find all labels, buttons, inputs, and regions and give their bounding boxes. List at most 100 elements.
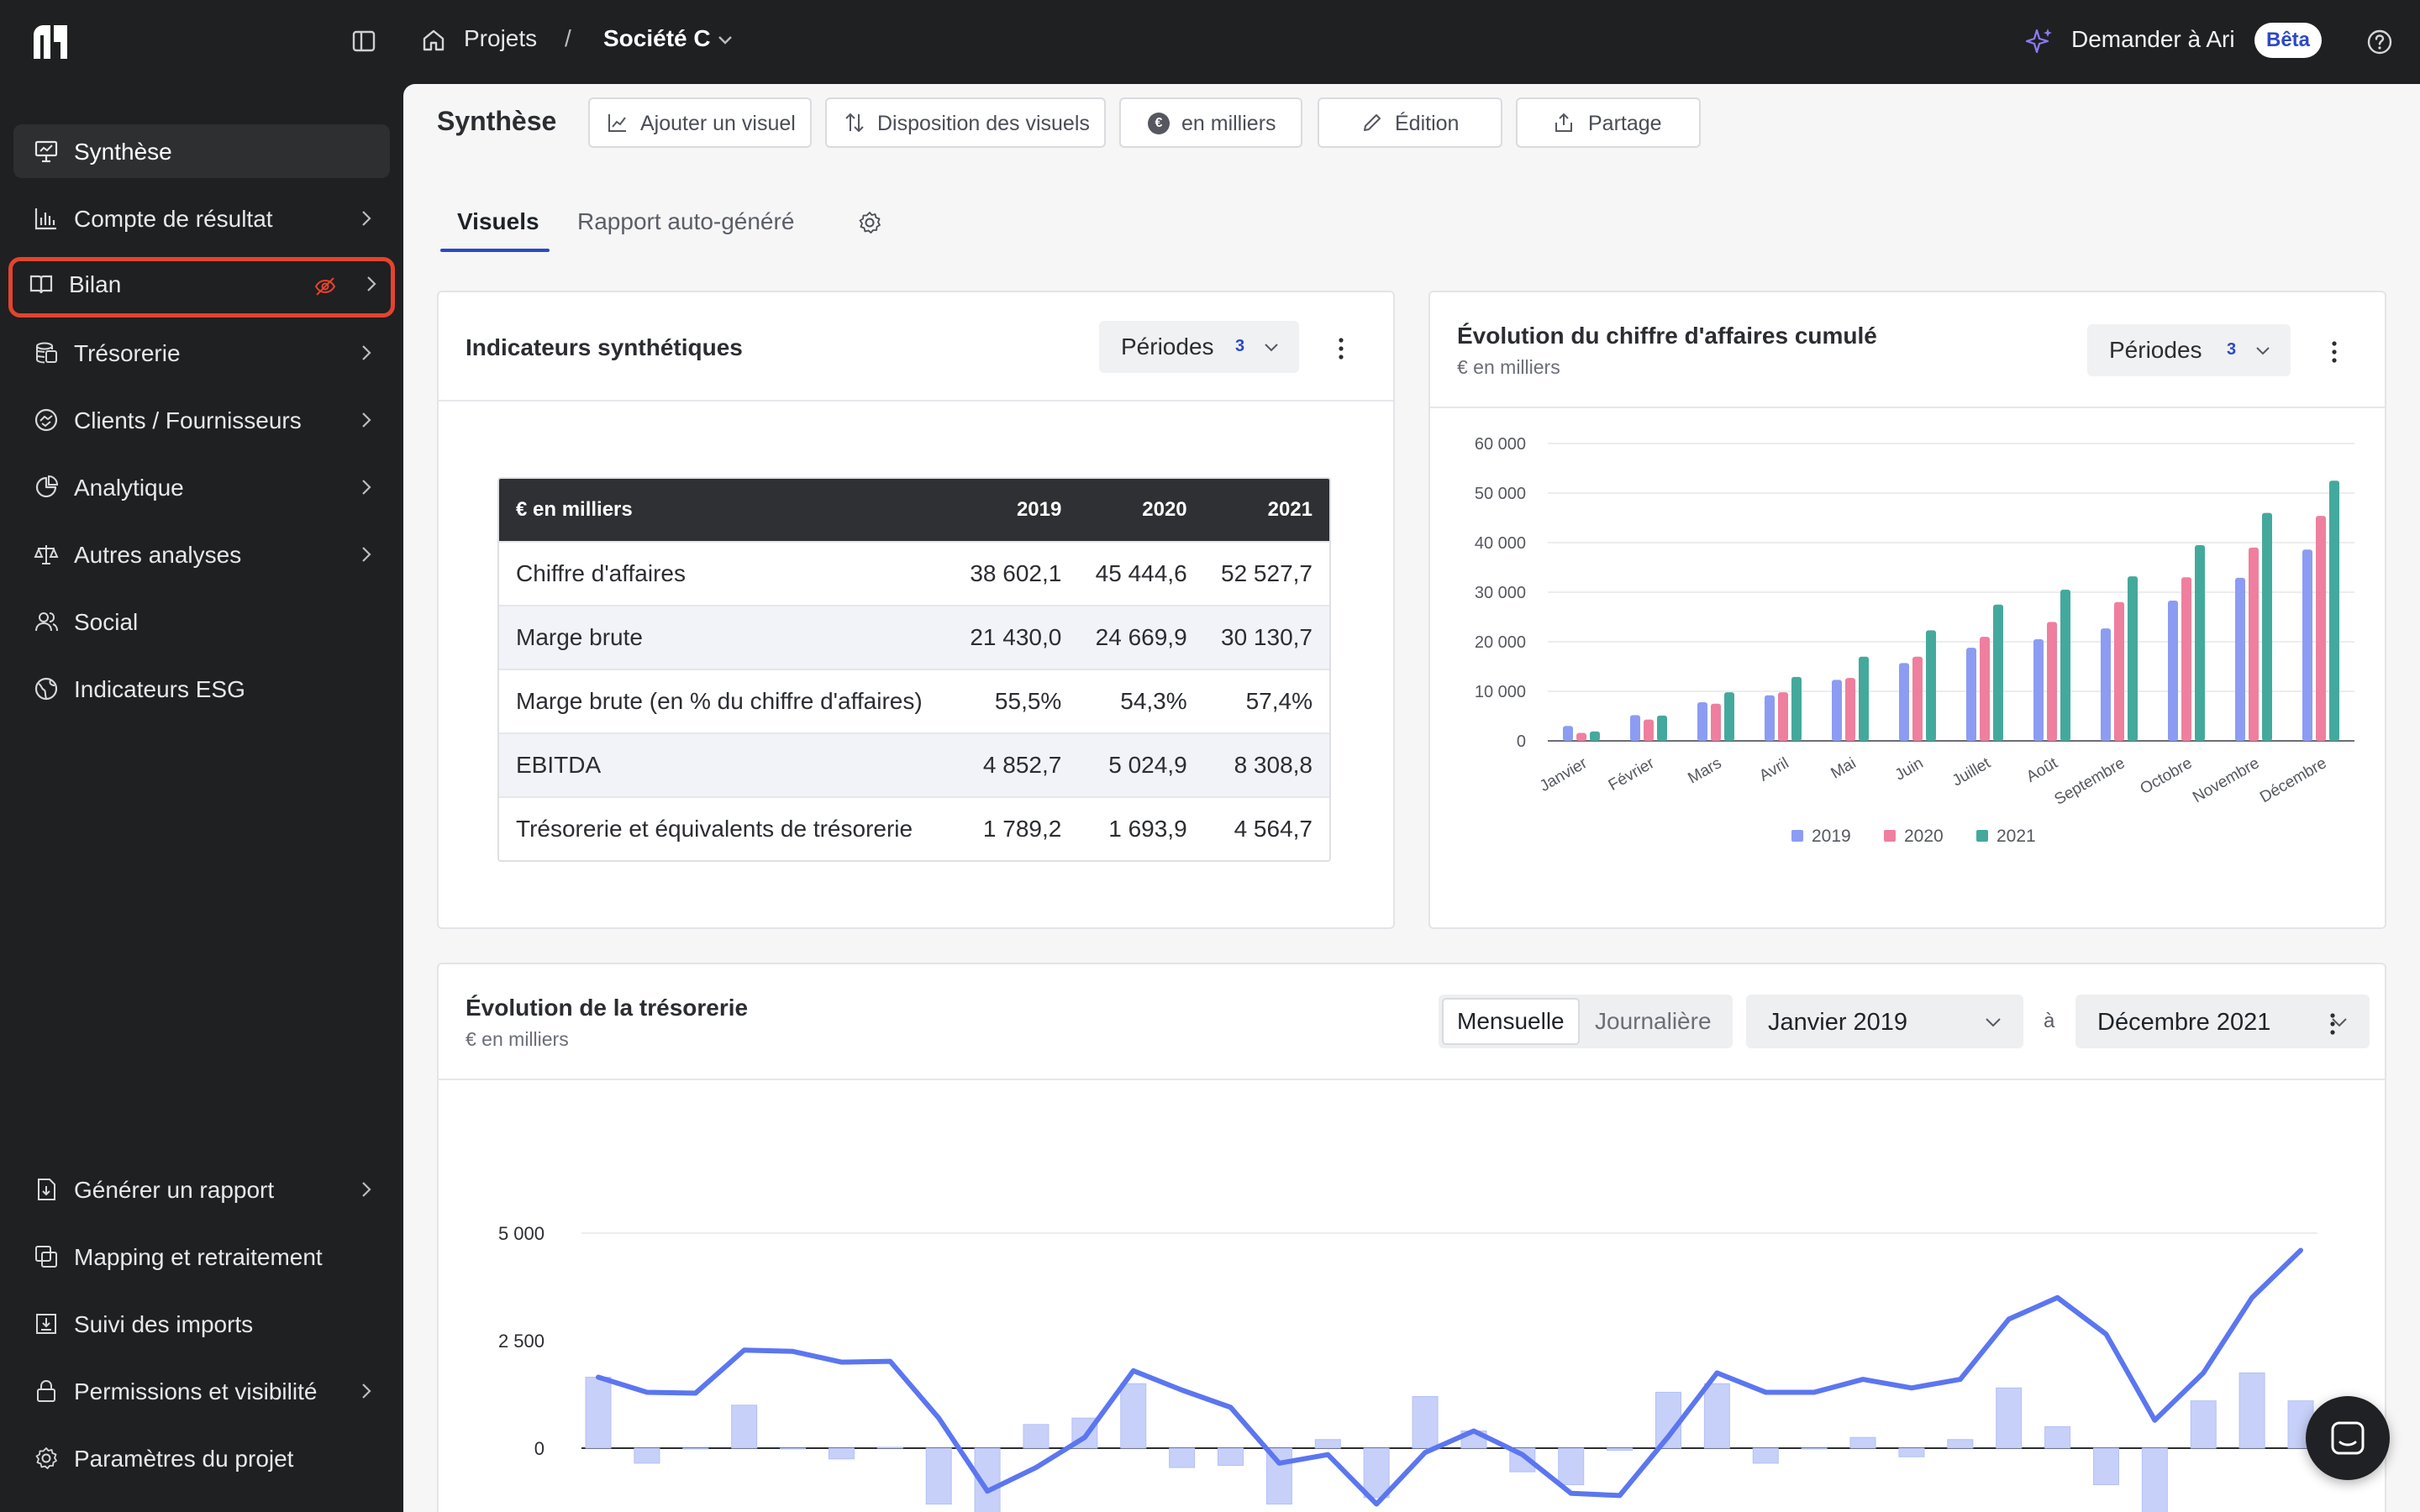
sidebar: Synthèse Compte de résultat Bilan Trésor… (0, 84, 402, 1512)
table-row: EBITDA 4 852,7 5 024,9 8 308,8 (499, 732, 1329, 796)
chevron-down-icon (2332, 1018, 2347, 1027)
bar (2302, 549, 2312, 741)
x-tick-label: Octobre (2137, 754, 2195, 798)
sidebar-item-label: Suivi des imports (74, 1311, 254, 1337)
book-icon (29, 275, 53, 294)
download-doc-icon (38, 1179, 55, 1200)
breadcrumb-company[interactable]: Société C (603, 25, 711, 51)
tab-visuels[interactable]: Visuels (457, 208, 539, 234)
eye-off-icon[interactable] (313, 275, 337, 298)
y-tick-label: 30 000 (1475, 584, 1526, 602)
sidebar-item-label: Mapping et retraitement (74, 1244, 323, 1270)
ask-ari-button[interactable]: Demander à Ari (2071, 26, 2235, 52)
chat-launcher-button[interactable] (2306, 1396, 2390, 1480)
periods-dropdown[interactable]: Périodes 3 (2087, 324, 2291, 376)
app-logo-icon[interactable] (32, 24, 69, 60)
bar (1711, 703, 1721, 741)
bar (780, 1447, 807, 1450)
chevron-right-icon (362, 480, 371, 495)
breadcrumb-projects[interactable]: Projets (464, 25, 538, 51)
table-cell: EBITDA (499, 732, 953, 796)
chevron-down-icon[interactable] (718, 35, 733, 45)
sidebar-item-tresorerie[interactable]: Trésorerie (13, 326, 390, 380)
bar (2238, 1372, 2265, 1449)
help-icon[interactable] (2366, 29, 2393, 55)
sidebar-item-clients-fournisseurs[interactable]: Clients / Fournisseurs (13, 393, 390, 447)
bar (2060, 590, 2070, 741)
bar (1607, 1447, 1634, 1452)
bar (1558, 1447, 1585, 1486)
revenue-card-subtitle: € en milliers (1457, 356, 1560, 378)
add-visual-button[interactable]: Ajouter un visuel (588, 97, 812, 148)
sidebar-item-compte-de-resultat[interactable]: Compte de résultat (13, 192, 390, 245)
sidebar-item-bilan[interactable]: Bilan (8, 257, 395, 318)
globe-icon (34, 677, 58, 701)
copy-icon (35, 1246, 57, 1268)
gear-icon[interactable] (857, 210, 882, 235)
sidebar-item-permissions[interactable]: Permissions et visibilité (13, 1364, 390, 1418)
x-tick-label: Juillet (1949, 754, 1994, 790)
tab-rapport-auto-genere[interactable]: Rapport auto-généré (577, 208, 795, 234)
sidebar-item-label: Compte de résultat (74, 206, 273, 232)
table-cell: 1 693,9 (1078, 796, 1204, 860)
table-cell: Trésorerie et équivalents de trésorerie (499, 796, 953, 860)
bar (731, 1404, 758, 1449)
gear-icon (35, 1447, 57, 1469)
sidebar-item-label: Indicateurs ESG (74, 676, 245, 702)
breadcrumb-separator: / (565, 25, 571, 51)
bar (1912, 656, 1923, 741)
bar (1314, 1439, 1341, 1449)
bar (2033, 639, 2044, 741)
bar (1630, 715, 1640, 741)
start-period-select[interactable]: Janvier 2019 (1746, 995, 2023, 1048)
sidebar-toggle-icon[interactable] (351, 29, 376, 54)
table-cell: 8 308,8 (1203, 732, 1329, 796)
edit-button[interactable]: Édition (1318, 97, 1502, 148)
layout-button[interactable]: Disposition des visuels (825, 97, 1106, 148)
sidebar-item-autres-analyses[interactable]: Autres analyses (13, 528, 390, 581)
sidebar-item-generer-rapport[interactable]: Générer un rapport (13, 1163, 390, 1216)
unit-button[interactable]: € en milliers (1119, 97, 1302, 148)
sidebar-item-label: Générer un rapport (74, 1177, 275, 1203)
bar (2190, 1400, 2217, 1449)
sidebar-item-suivi-imports[interactable]: Suivi des imports (13, 1297, 390, 1351)
daily-option[interactable]: Journalière (1595, 1008, 1712, 1034)
more-options-icon[interactable] (2331, 339, 2338, 365)
legend-swatch (1976, 830, 1988, 842)
share-button[interactable]: Partage (1516, 97, 1701, 148)
y-tick-label: 0 (534, 1438, 544, 1459)
bar (2114, 601, 2124, 741)
bar (2101, 628, 2111, 741)
sidebar-item-social[interactable]: Social (13, 595, 390, 648)
more-options-icon[interactable] (2329, 1011, 2336, 1037)
bar (1265, 1447, 1292, 1505)
periods-count: 3 (2227, 340, 2237, 359)
sparkle-icon[interactable] (2025, 27, 2054, 55)
periods-dropdown[interactable]: Périodes 3 (1099, 321, 1299, 373)
sidebar-item-indicateurs-esg[interactable]: Indicateurs ESG (13, 662, 390, 716)
sidebar-item-mapping[interactable]: Mapping et retraitement (13, 1230, 390, 1284)
sidebar-item-label: Social (74, 609, 139, 635)
more-options-icon[interactable] (1338, 336, 1344, 361)
monthly-option[interactable]: Mensuelle (1442, 998, 1580, 1045)
bar (1832, 680, 1842, 741)
legend-label: 2020 (1904, 827, 1944, 846)
table-cell: 4 852,7 (953, 732, 1079, 796)
active-tab-indicator (440, 249, 550, 252)
bar (1765, 695, 1775, 741)
granularity-toggle: Mensuelle Journalière (1439, 995, 1733, 1048)
card-divider (439, 400, 1393, 402)
table-cell: 5 024,9 (1078, 732, 1204, 796)
import-icon (36, 1314, 56, 1334)
sidebar-item-analytique[interactable]: Analytique (13, 460, 390, 514)
revenue-card: Évolution du chiffre d'affaires cumulé €… (1428, 291, 2386, 929)
sidebar-item-synthese[interactable]: Synthèse (13, 124, 390, 178)
bar (2329, 480, 2339, 741)
line-chart-icon (608, 114, 626, 132)
sidebar-item-parametres[interactable]: Paramètres du projet (13, 1431, 390, 1485)
home-icon[interactable] (420, 27, 447, 54)
periods-label: Périodes (1121, 333, 1214, 360)
end-period-select[interactable]: Décembre 2021 (2075, 995, 2370, 1048)
treasury-card-subtitle: € en milliers (466, 1028, 569, 1050)
pie-chart-icon (35, 475, 59, 498)
